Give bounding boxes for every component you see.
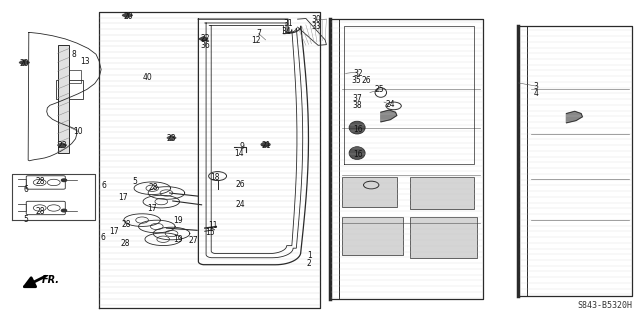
Text: 1: 1 — [307, 251, 312, 260]
Text: 6: 6 — [23, 185, 28, 194]
Text: 20: 20 — [123, 12, 133, 21]
Circle shape — [61, 179, 67, 182]
Text: 20: 20 — [19, 59, 29, 68]
Text: 40: 40 — [142, 73, 152, 82]
Text: 28: 28 — [36, 207, 45, 216]
Bar — [58, 45, 69, 153]
Text: 6: 6 — [100, 233, 106, 242]
Bar — [59, 70, 81, 83]
Text: 9: 9 — [239, 142, 244, 151]
Text: 5: 5 — [23, 215, 28, 224]
Circle shape — [260, 142, 271, 147]
Text: 13: 13 — [80, 57, 90, 66]
Polygon shape — [19, 60, 29, 65]
Text: 19: 19 — [173, 235, 183, 244]
Text: 28: 28 — [121, 239, 130, 248]
Polygon shape — [167, 136, 176, 140]
Text: 4: 4 — [534, 89, 539, 98]
Text: 18: 18 — [211, 173, 220, 182]
Text: 37: 37 — [352, 94, 362, 103]
Text: 17: 17 — [147, 204, 157, 213]
Text: 26: 26 — [236, 180, 246, 189]
Bar — [410, 177, 474, 209]
Text: 7: 7 — [256, 29, 261, 38]
Text: 12: 12 — [252, 36, 260, 45]
Text: 31: 31 — [283, 19, 293, 28]
Text: S843-B5320H: S843-B5320H — [577, 301, 632, 310]
Text: 32: 32 — [353, 69, 364, 78]
Text: 3: 3 — [534, 82, 539, 91]
Text: 19: 19 — [173, 216, 183, 225]
Text: 8: 8 — [71, 50, 76, 59]
Bar — [56, 80, 83, 99]
Text: 28: 28 — [148, 183, 157, 192]
Polygon shape — [381, 110, 397, 122]
Text: 27: 27 — [188, 236, 198, 245]
Circle shape — [61, 209, 67, 212]
Polygon shape — [58, 143, 67, 147]
Text: 24: 24 — [235, 200, 245, 209]
Bar — [342, 177, 397, 207]
Polygon shape — [122, 13, 132, 18]
Text: 33: 33 — [311, 22, 321, 31]
Text: 6: 6 — [101, 181, 106, 190]
Text: 16: 16 — [353, 150, 364, 159]
Text: 10: 10 — [73, 127, 83, 136]
Text: 23: 23 — [166, 134, 176, 143]
Text: 35: 35 — [351, 76, 362, 85]
Text: 17: 17 — [118, 193, 128, 202]
Text: 28: 28 — [122, 220, 131, 229]
Text: 38: 38 — [352, 101, 362, 110]
Text: 16: 16 — [353, 125, 364, 134]
Text: 24: 24 — [385, 100, 396, 109]
Bar — [410, 217, 477, 258]
Text: 11: 11 — [209, 221, 218, 230]
Text: 30: 30 — [311, 15, 321, 24]
Polygon shape — [199, 37, 208, 41]
Text: 22: 22 — [200, 34, 209, 43]
Ellipse shape — [349, 147, 365, 160]
Text: 25: 25 — [374, 85, 384, 94]
Text: 2: 2 — [307, 259, 312, 268]
Text: 15: 15 — [205, 228, 215, 237]
Text: 14: 14 — [234, 149, 244, 158]
Text: 34: 34 — [282, 27, 292, 36]
Text: 26: 26 — [362, 76, 372, 85]
Text: 5: 5 — [132, 177, 138, 186]
Ellipse shape — [349, 121, 365, 134]
Text: FR.: FR. — [42, 275, 60, 285]
Text: 28: 28 — [36, 177, 45, 186]
Polygon shape — [566, 111, 582, 123]
Text: 23: 23 — [57, 141, 67, 150]
Text: 17: 17 — [109, 227, 119, 236]
Text: 36: 36 — [200, 41, 210, 50]
Bar — [342, 217, 403, 255]
Text: 21: 21 — [262, 141, 271, 150]
